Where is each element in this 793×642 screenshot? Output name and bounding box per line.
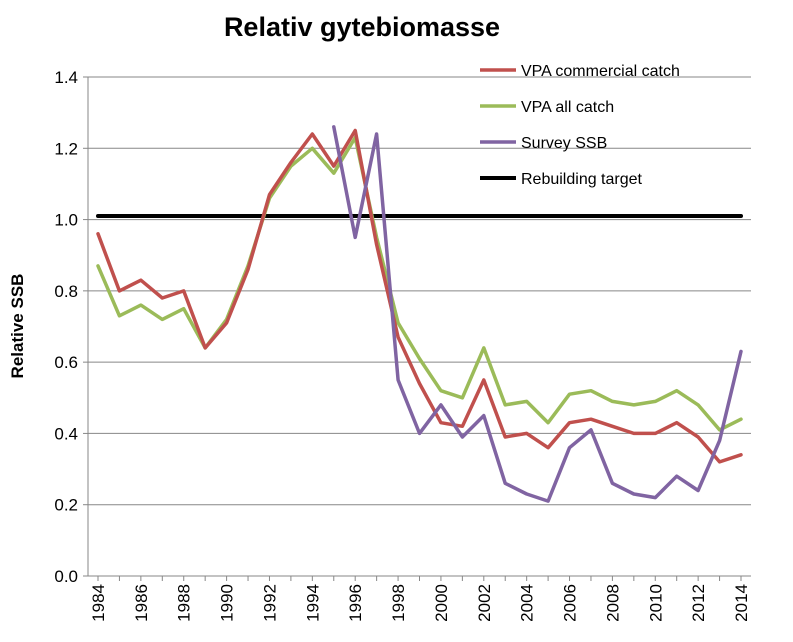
x-tick-label: 2014 — [732, 584, 751, 622]
y-tick-label: 0.0 — [54, 567, 78, 586]
x-tick-label: 1988 — [175, 584, 194, 622]
axes: 0.0 0.2 0.4 0.6 0.8 1.0 1.2 1.4 1984 1986 1988 1990… — [54, 68, 751, 622]
x-tick-label: 1992 — [260, 584, 279, 622]
x-tick-label: 2000 — [432, 584, 451, 622]
y-tick-label: 1.4 — [54, 68, 78, 87]
y-tick-label: 0.4 — [54, 424, 78, 443]
y-tick-label: 0.6 — [54, 353, 78, 372]
legend-label: VPA commercial catch — [521, 63, 680, 80]
y-tick-label: 1.0 — [54, 211, 78, 230]
x-tick-label: 1990 — [218, 584, 237, 622]
legend: VPA commercial catch VPA all catch Survey … — [480, 63, 680, 188]
gridlines — [88, 76, 751, 506]
y-tick-label: 1.2 — [54, 139, 78, 158]
legend-label: Rebuilding target — [521, 171, 643, 188]
x-tick-label: 2004 — [518, 584, 537, 622]
x-tick-label: 1996 — [346, 584, 365, 622]
x-tick-label: 2002 — [475, 584, 494, 622]
series-line-vpa-commercial-catch — [96, 128, 743, 464]
y-axis-label: Relative SSB — [8, 274, 27, 379]
legend-label: VPA all catch — [521, 99, 614, 116]
series-line-survey-ssb — [332, 125, 743, 503]
x-tick-label: 2010 — [646, 584, 665, 622]
y-tick-label: 0.2 — [54, 496, 78, 515]
x-tick-label: 1986 — [132, 584, 151, 622]
legend-label: Survey SSB — [521, 135, 607, 152]
x-tick-label: 1984 — [89, 584, 108, 622]
chart-title: Relativ gytebiomasse — [224, 12, 500, 42]
x-tick-label: 2012 — [689, 584, 708, 622]
x-tick-label: 1998 — [389, 584, 408, 622]
x-tick-label: 1994 — [303, 584, 322, 622]
y-tick-label: 0.8 — [54, 282, 78, 301]
x-tick-label: 2008 — [603, 584, 622, 622]
series-lines — [96, 125, 743, 503]
x-tick-label: 2006 — [561, 584, 580, 622]
